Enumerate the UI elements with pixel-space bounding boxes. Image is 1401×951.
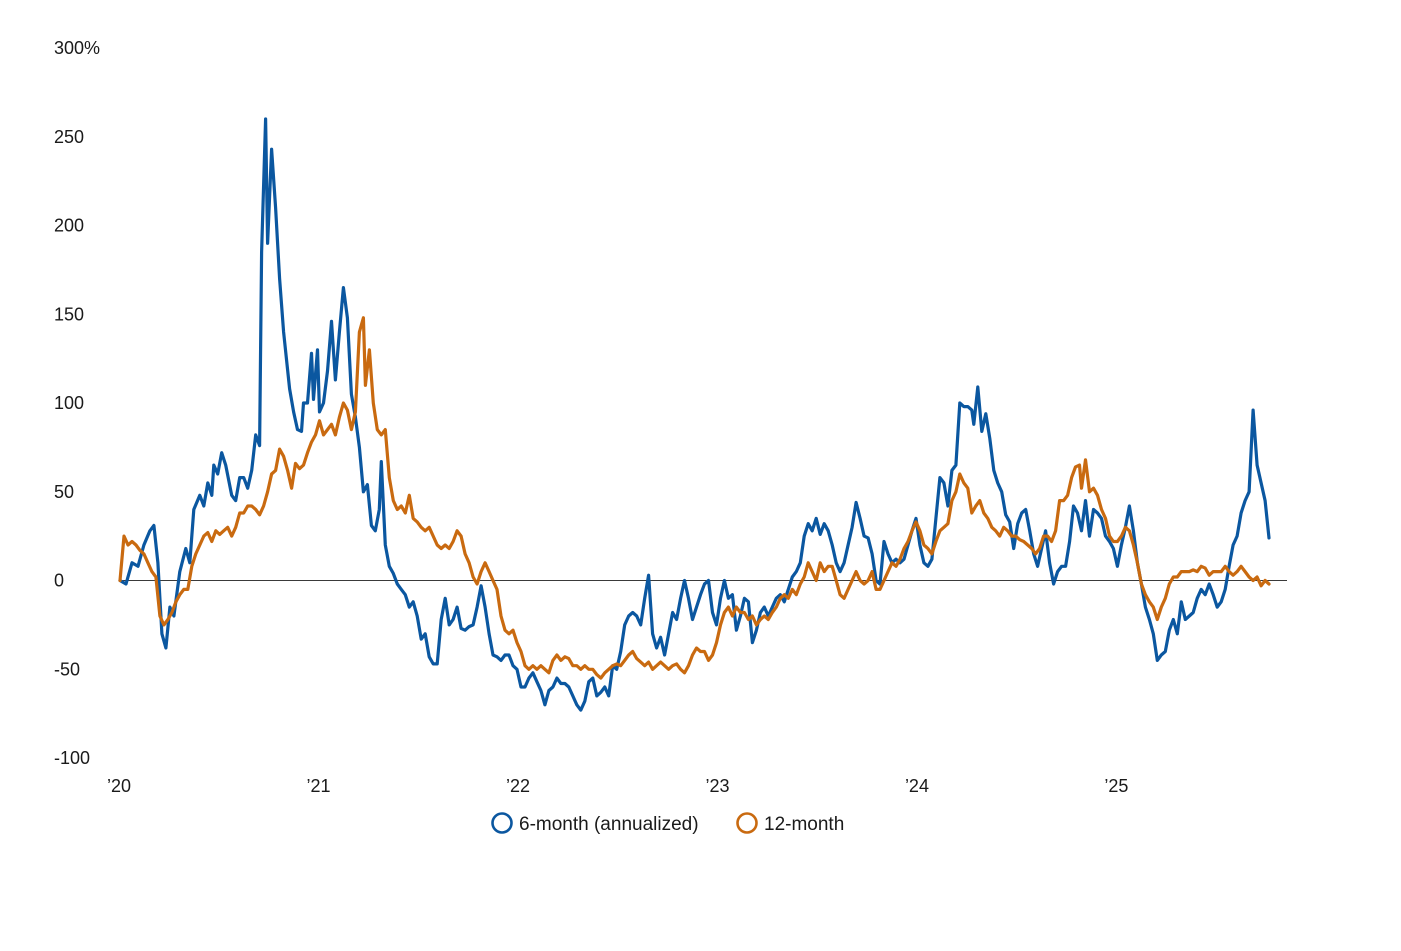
- legend-label-twelve-month: 12-month: [764, 814, 844, 835]
- series-line-six-month: [118, 117, 1271, 712]
- y-tick-label: 250: [54, 127, 84, 147]
- x-tick-label: ’24: [905, 776, 929, 796]
- x-tick-label: ’22: [506, 776, 530, 796]
- x-axis-tick-labels: ’20 ’21 ’22 ’23 ’24 ’25: [107, 776, 1128, 796]
- y-tick-label: 200: [54, 216, 84, 236]
- series-line-twelve-month: [118, 316, 1271, 680]
- x-tick-label: ’21: [306, 776, 330, 796]
- x-tick-label: ’20: [107, 776, 131, 796]
- y-tick-label: 50: [54, 482, 74, 502]
- y-tick-label: -50: [54, 659, 80, 679]
- y-tick-label: 300%: [54, 38, 100, 58]
- y-tick-label: 150: [54, 304, 84, 324]
- x-tick-label: ’25: [1104, 776, 1128, 796]
- y-axis-tick-labels: 300% 250 200 150 100 50 0 -50 -100: [54, 38, 100, 768]
- y-tick-label: 0: [54, 571, 64, 591]
- legend-marker-twelve-month: [736, 812, 758, 834]
- series-lines: [118, 117, 1271, 712]
- y-tick-label: -100: [54, 748, 90, 768]
- y-tick-label: 100: [54, 393, 84, 413]
- legend-marker-six-month: [491, 812, 513, 834]
- x-tick-label: ’23: [705, 776, 729, 796]
- legend: 6-month (annualized) 12-month: [491, 812, 844, 835]
- legend-label-six-month: 6-month (annualized): [519, 814, 699, 835]
